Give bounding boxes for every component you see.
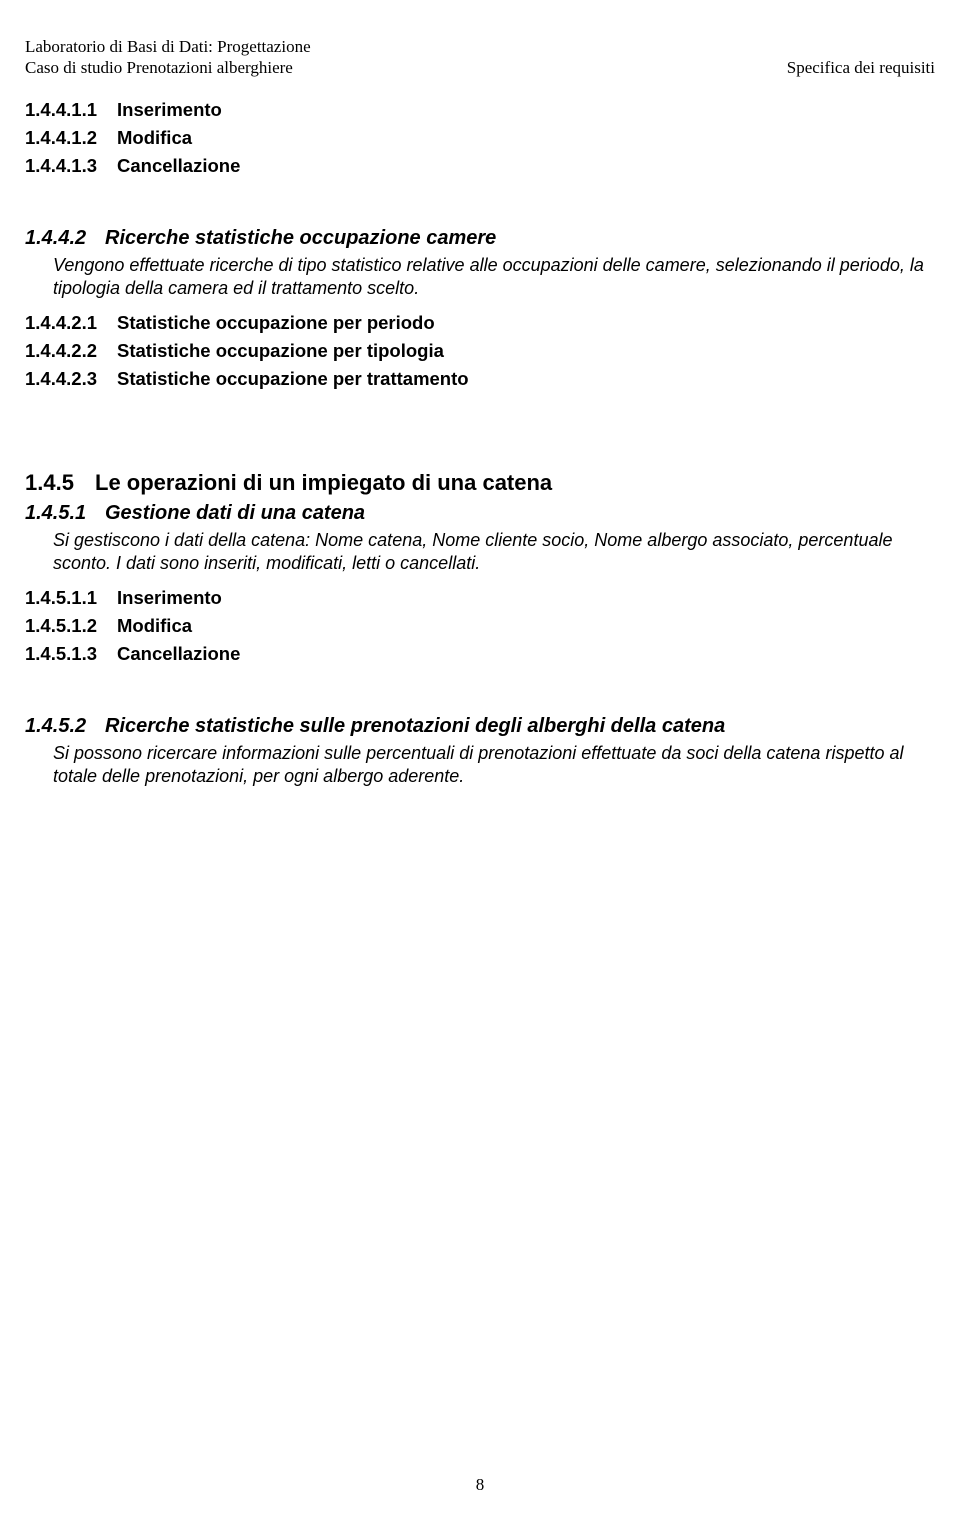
heading-number: 1.4.4.1.1 [25,99,117,121]
heading-1-4-4-1-3: 1.4.4.1.3Cancellazione [25,155,935,177]
document-body: 1.4.4.1.1Inserimento 1.4.4.1.2Modifica 1… [25,99,935,788]
heading-number: 1.4.5.1.3 [25,643,117,665]
heading-number: 1.4.4.2.1 [25,312,117,334]
paragraph-1-4-4-2: Vengono effettuate ricerche di tipo stat… [53,254,935,300]
heading-number: 1.4.4.2.2 [25,340,117,362]
page-number: 8 [476,1475,485,1494]
heading-1-4-5-1-2: 1.4.5.1.2Modifica [25,615,935,637]
header-line2: Caso di studio Prenotazioni alberghiere [25,57,311,78]
heading-1-4-5-1-3: 1.4.5.1.3Cancellazione [25,643,935,665]
heading-text: Inserimento [117,99,222,120]
heading-number: 1.4.5 [25,470,95,496]
heading-number: 1.4.5.1.2 [25,615,117,637]
heading-text: Statistiche occupazione per tipologia [117,340,444,361]
header-right: Specifica dei requisiti [787,57,935,78]
heading-1-4-5-2: 1.4.5.2Ricerche statistiche sulle prenot… [25,715,935,738]
heading-number: 1.4.5.2 [25,715,105,738]
heading-number: 1.4.4.1.3 [25,155,117,177]
paragraph-1-4-5-2: Si possono ricercare informazioni sulle … [53,742,935,788]
heading-number: 1.4.5.1.1 [25,587,117,609]
heading-1-4-4-2-1: 1.4.4.2.1Statistiche occupazione per per… [25,312,935,334]
heading-text: Ricerche statistiche occupazione camere [105,227,496,249]
heading-text: Cancellazione [117,643,240,664]
heading-1-4-5: 1.4.5Le operazioni di un impiegato di un… [25,470,935,496]
heading-1-4-4-1-1: 1.4.4.1.1Inserimento [25,99,935,121]
heading-text: Inserimento [117,587,222,608]
heading-number: 1.4.4.1.2 [25,127,117,149]
page: Laboratorio di Basi di Dati: Progettazio… [0,0,960,788]
heading-1-4-5-1: 1.4.5.1Gestione dati di una catena [25,502,935,525]
heading-number: 1.4.5.1 [25,502,105,525]
heading-text: Statistiche occupazione per periodo [117,312,435,333]
heading-text: Ricerche statistiche sulle prenotazioni … [105,715,725,737]
heading-text: Statistiche occupazione per trattamento [117,368,469,389]
page-header: Laboratorio di Basi di Dati: Progettazio… [25,36,935,79]
heading-text: Modifica [117,615,192,636]
header-left: Laboratorio di Basi di Dati: Progettazio… [25,36,311,79]
heading-1-4-4-2-2: 1.4.4.2.2Statistiche occupazione per tip… [25,340,935,362]
heading-1-4-5-1-1: 1.4.5.1.1Inserimento [25,587,935,609]
heading-text: Le operazioni di un impiegato di una cat… [95,470,552,495]
heading-1-4-4-2: 1.4.4.2Ricerche statistiche occupazione … [25,227,935,250]
header-line1: Laboratorio di Basi di Dati: Progettazio… [25,36,311,57]
heading-number: 1.4.4.2 [25,227,105,250]
heading-1-4-4-2-3: 1.4.4.2.3Statistiche occupazione per tra… [25,368,935,390]
heading-text: Gestione dati di una catena [105,502,365,524]
paragraph-1-4-5-1: Si gestiscono i dati della catena: Nome … [53,529,935,575]
heading-number: 1.4.4.2.3 [25,368,117,390]
page-footer: 8 [0,1475,960,1495]
heading-text: Modifica [117,127,192,148]
heading-text: Cancellazione [117,155,240,176]
heading-1-4-4-1-2: 1.4.4.1.2Modifica [25,127,935,149]
